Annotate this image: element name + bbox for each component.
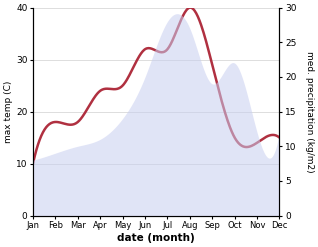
Y-axis label: max temp (C): max temp (C) bbox=[4, 80, 13, 143]
Y-axis label: med. precipitation (kg/m2): med. precipitation (kg/m2) bbox=[305, 51, 314, 172]
X-axis label: date (month): date (month) bbox=[117, 233, 195, 243]
